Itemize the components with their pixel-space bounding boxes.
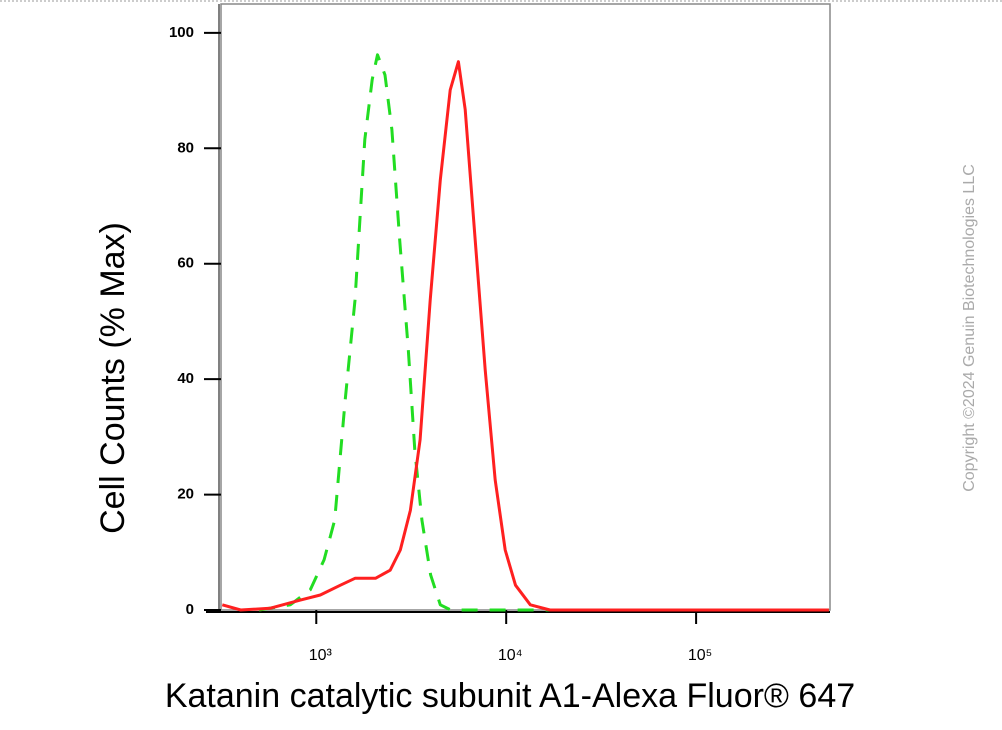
y-axis-label: Cell Counts (% Max) [94,222,132,534]
y-tick-label: 60 [177,255,194,272]
series-line [258,53,829,612]
y-tick-label: 80 [177,139,194,156]
y-tick-label: 40 [177,370,194,387]
y-tick-label: 0 [186,601,194,618]
series-line [221,60,829,612]
plot-frame [220,3,831,611]
x-tick-label: 10³ [309,647,333,664]
y-tick-label: 20 [177,486,194,503]
x-tick-label: 10⁴ [498,647,523,664]
watermark: Copyright ©2024 Genuin Biotechnologies L… [961,164,978,492]
x-axis-label: Katanin catalytic subunit A1-Alexa Fluor… [165,677,855,715]
x-tick-label: 10⁵ [688,647,712,664]
y-tick-label: 100 [169,24,194,41]
